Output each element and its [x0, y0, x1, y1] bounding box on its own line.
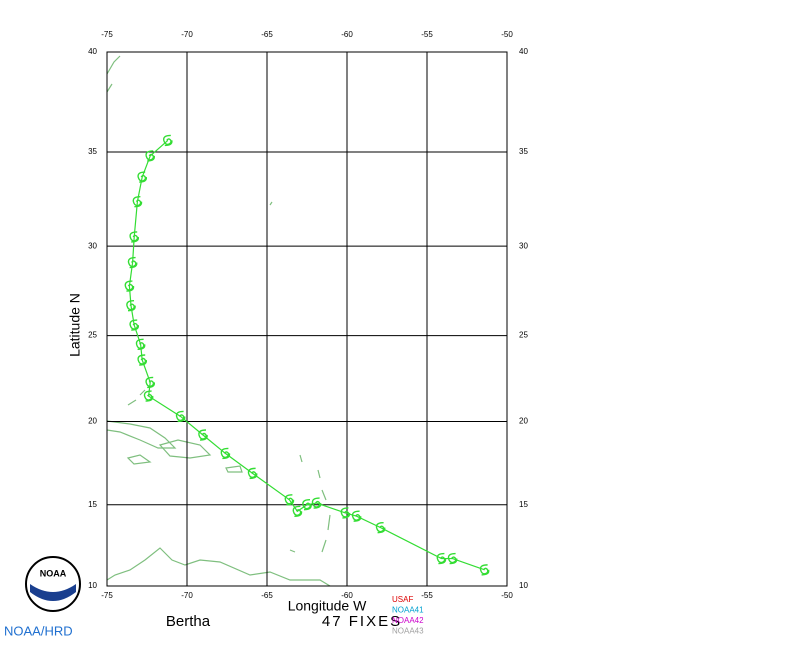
fix-marker — [292, 505, 303, 517]
fix-marker — [132, 195, 143, 208]
x-tick-label-top: -65 — [261, 30, 273, 39]
storm-name: Bertha — [166, 613, 211, 630]
legend-entry: USAF — [392, 595, 413, 604]
logo-text: NOAA — [40, 568, 67, 578]
fix-marker — [126, 299, 136, 312]
coast-cuba — [106, 420, 177, 449]
y-tick-label-right: 15 — [519, 500, 528, 509]
y-tick-label-right: 30 — [519, 241, 528, 250]
x-tick-label-top: -60 — [341, 30, 353, 39]
track — [124, 134, 490, 576]
x-tick-label: -55 — [421, 591, 433, 600]
fix-marker — [129, 319, 140, 331]
fix-marker — [436, 552, 447, 565]
coast-bahamas — [127, 201, 273, 406]
fix-count: 47 FIXES — [322, 613, 402, 630]
y-tick-label: 25 — [88, 331, 97, 340]
coast-antilles — [289, 454, 331, 553]
legend-entry: NOAA43 — [392, 627, 424, 636]
y-tick-label: 35 — [88, 147, 97, 156]
x-axis-label: Longitude W — [288, 598, 367, 614]
coast-hispaniola — [158, 439, 212, 459]
fix-marker — [145, 376, 156, 389]
y-tick-label: 30 — [88, 241, 97, 250]
y-tick-label-right: 20 — [519, 417, 528, 426]
fix-marker — [284, 494, 295, 506]
logo-ring — [25, 556, 81, 612]
coast-south-america — [106, 547, 331, 587]
y-tick-label: 10 — [88, 581, 97, 590]
legend-entry: NOAA41 — [392, 606, 424, 615]
x-tick-label: -70 — [181, 591, 193, 600]
fix-marker — [375, 521, 386, 534]
fix-marker — [302, 499, 312, 511]
x-tick-label: -75 — [101, 591, 113, 600]
fix-marker — [479, 564, 490, 576]
fix-marker — [220, 447, 231, 460]
coastlines — [106, 55, 331, 587]
plot-frame — [106, 51, 508, 587]
logo-wave — [30, 584, 76, 601]
fix-marker — [162, 134, 173, 147]
fix-marker — [247, 467, 258, 480]
fix-marker — [127, 256, 138, 269]
coast-north — [106, 55, 121, 93]
fix-marker — [311, 497, 322, 509]
y-tick-label: 20 — [88, 417, 97, 426]
fix-marker — [124, 280, 135, 292]
fix-marker — [340, 507, 351, 519]
y-axis-label: Latitude N — [67, 293, 83, 357]
x-tick-label-top: -75 — [101, 30, 113, 39]
y-tick-label: 40 — [88, 47, 97, 56]
x-tick-label-top: -55 — [421, 30, 433, 39]
y-tick-label-right: 25 — [519, 331, 528, 340]
y-tick-label-right: 40 — [519, 47, 528, 56]
fix-marker — [198, 429, 208, 441]
fix-marker — [143, 390, 154, 402]
credit: NOAA/HRD — [4, 623, 73, 638]
y-tick-label-right: 35 — [519, 147, 528, 156]
fix-marker — [135, 338, 146, 351]
x-tick-label: -65 — [261, 591, 273, 600]
fix-marker — [129, 231, 140, 243]
noaa-logo: NOAA — [25, 556, 81, 612]
fix-marker — [137, 171, 148, 183]
fix-marker — [145, 150, 156, 162]
x-tick-label-top: -50 — [501, 30, 513, 39]
fix-marker — [137, 354, 148, 366]
x-tick-label: -60 — [341, 591, 353, 600]
y-tick-label: 15 — [88, 500, 97, 509]
fix-marker — [447, 552, 458, 565]
coast-islands — [126, 454, 243, 473]
fix-marker — [175, 410, 186, 423]
fix-marker — [351, 510, 362, 522]
y-tick-label-right: 10 — [519, 581, 528, 590]
x-tick-label: -50 — [501, 591, 513, 600]
legend-entry: NOAA42 — [392, 616, 424, 625]
x-tick-label-top: -70 — [181, 30, 193, 39]
